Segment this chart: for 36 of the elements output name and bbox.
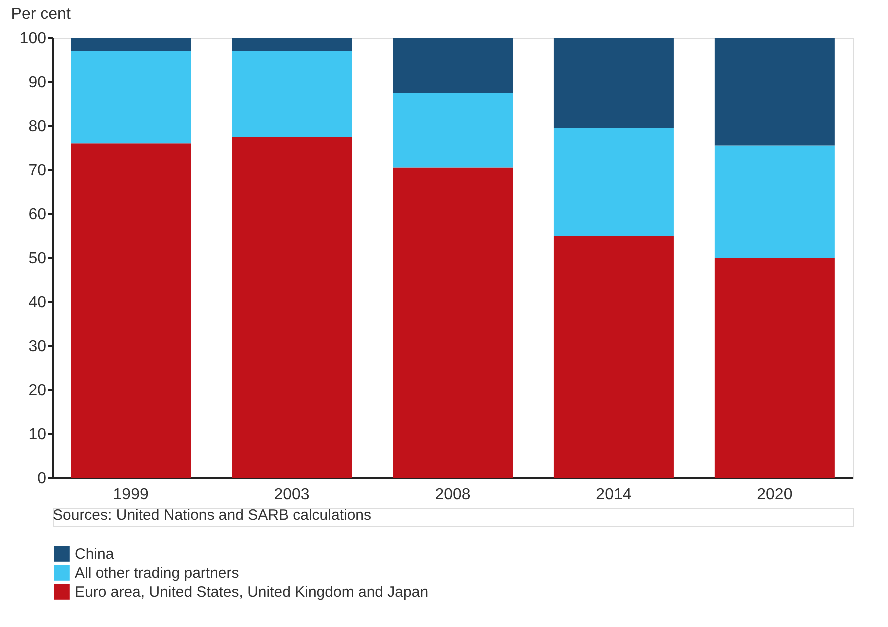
- y-tick-label: 20: [28, 382, 47, 400]
- bar: [232, 38, 352, 52]
- y-tick-label: 40: [28, 294, 47, 312]
- x-tick-label: 2020: [757, 486, 793, 504]
- y-tick-label: 10: [28, 426, 47, 444]
- bar: [554, 128, 674, 236]
- y-tick-label: 70: [28, 162, 47, 180]
- bar: [393, 38, 513, 93]
- y-tick-label: 90: [28, 74, 47, 92]
- bar: [554, 38, 674, 128]
- x-tick-label: 1999: [113, 486, 149, 504]
- bar: [714, 258, 835, 478]
- y-tick-label: 100: [20, 30, 47, 48]
- legend-label: All other trading partners: [75, 565, 240, 582]
- x-tick-label: 2014: [596, 486, 632, 504]
- bar: [232, 137, 352, 478]
- bar: [71, 38, 192, 52]
- x-tick-label: 2008: [435, 486, 471, 504]
- legend-label: China: [75, 546, 115, 563]
- bar: [232, 51, 352, 137]
- y-tick-label: 80: [28, 118, 47, 136]
- legend-label: Euro area, United States, United Kingdom and Japan: [75, 584, 429, 601]
- y-tick-label: 50: [28, 250, 47, 268]
- y-tick-label: 0: [38, 470, 47, 488]
- y-tick-label: 30: [28, 338, 47, 356]
- bar: [714, 146, 835, 258]
- x-tick-label: 2003: [274, 486, 310, 504]
- y-tick-label: 60: [28, 206, 47, 224]
- bar: [71, 144, 192, 478]
- y-axis-title: Per cent: [11, 6, 72, 23]
- bar: [393, 93, 513, 168]
- bar: [393, 168, 513, 478]
- bar: [554, 236, 674, 478]
- bar: [714, 38, 835, 146]
- source-note: Sources: United Nations and SARB calculations: [53, 507, 372, 524]
- bar: [71, 51, 192, 144]
